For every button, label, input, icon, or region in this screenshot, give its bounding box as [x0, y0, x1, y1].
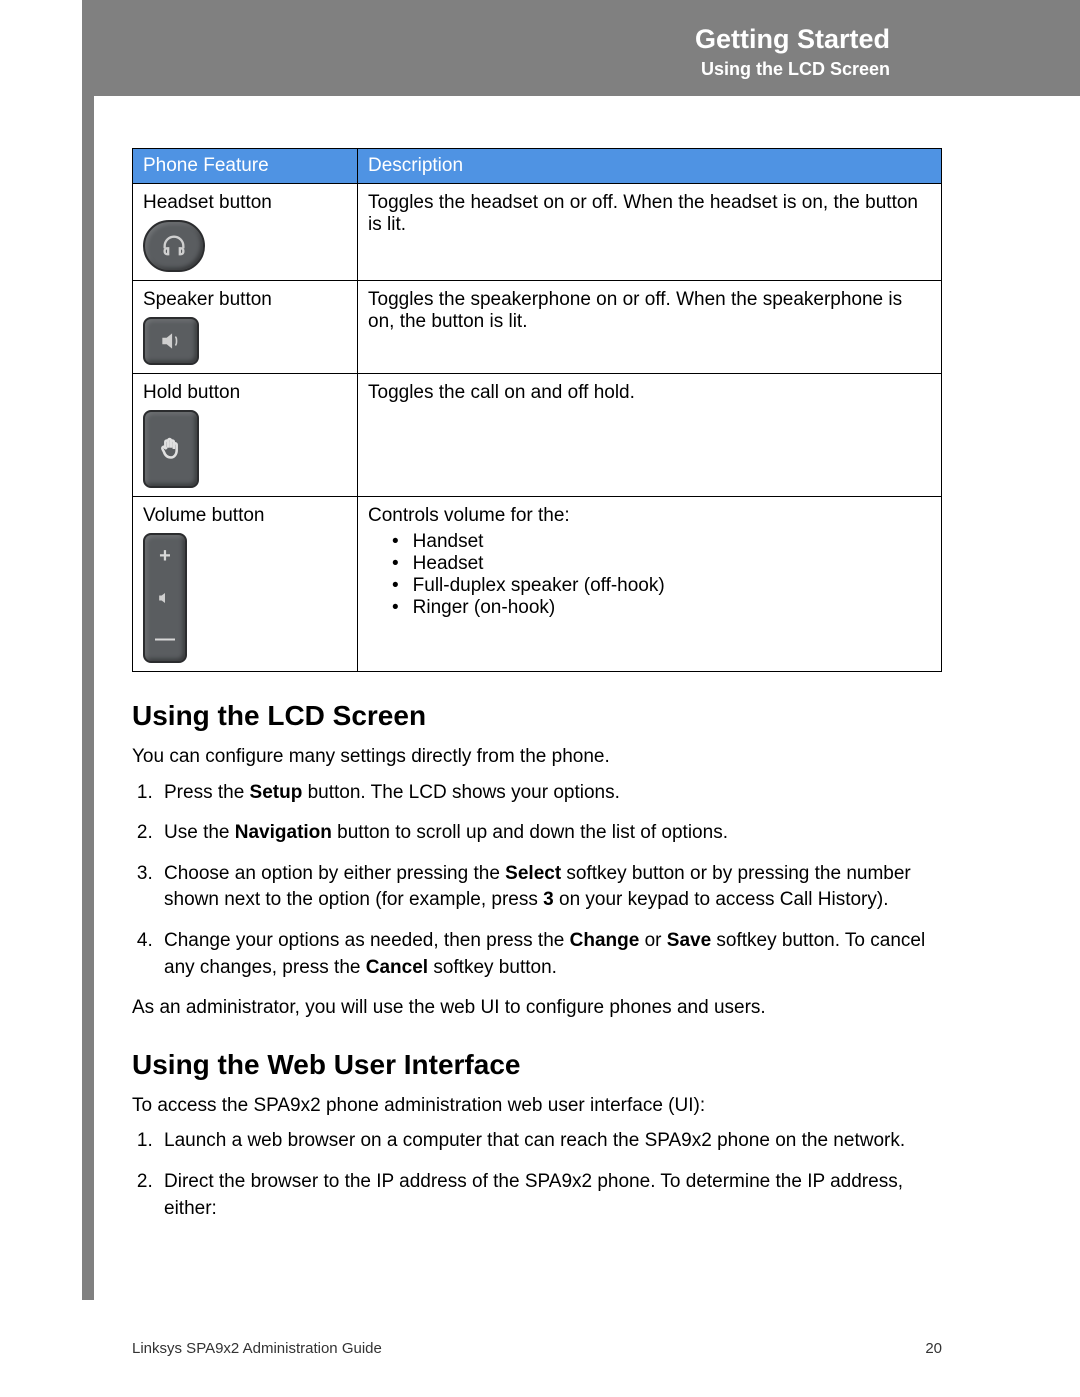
- chapter-title: Getting Started: [82, 24, 890, 55]
- footer-doc-title: Linksys SPA9x2 Administration Guide: [132, 1340, 382, 1357]
- body-text: You can configure many settings directly…: [132, 744, 942, 770]
- col-header-feature: Phone Feature: [133, 149, 358, 184]
- list-item: Ringer (on-hook): [392, 597, 931, 619]
- body-text: As an administrator, you will use the we…: [132, 995, 942, 1021]
- section-heading-web: Using the Web User Interface: [132, 1049, 942, 1081]
- feature-description: Toggles the call on and off hold.: [358, 374, 942, 497]
- feature-label: Hold button: [143, 382, 347, 404]
- table-row: Hold button Toggles the call on and off …: [133, 374, 942, 497]
- speaker-small-icon: [155, 588, 175, 608]
- feature-label: Volume button: [143, 505, 347, 527]
- headset-button-icon: [143, 220, 205, 272]
- section-subtitle: Using the LCD Screen: [82, 59, 890, 80]
- minus-icon: —: [155, 628, 175, 651]
- section-heading-lcd: Using the LCD Screen: [132, 700, 942, 732]
- table-row: Speaker button Toggles the speakerphone …: [133, 281, 942, 374]
- web-steps: Launch a web browser on a computer that …: [132, 1128, 942, 1222]
- step-item: Direct the browser to the IP address of …: [158, 1169, 942, 1222]
- feature-label: Headset button: [143, 192, 347, 214]
- feature-description: Controls volume for the: Handset Headset…: [358, 497, 942, 672]
- page-footer: Linksys SPA9x2 Administration Guide 20: [132, 1340, 942, 1357]
- list-item: Handset: [392, 531, 931, 553]
- feature-description: Toggles the speakerphone on or off. When…: [358, 281, 942, 374]
- sidebar-stripe: [82, 0, 94, 1300]
- feature-label: Speaker button: [143, 289, 347, 311]
- step-item: Launch a web browser on a computer that …: [158, 1128, 942, 1155]
- table-row: Headset button Toggles the headset on or…: [133, 184, 942, 281]
- page-content: Phone Feature Description Headset button…: [132, 148, 942, 1236]
- volume-button-icon: + —: [143, 533, 187, 663]
- hold-button-icon: [143, 410, 199, 488]
- body-text: To access the SPA9x2 phone administratio…: [132, 1093, 942, 1119]
- plus-icon: +: [159, 545, 171, 568]
- footer-page-number: 20: [925, 1340, 942, 1357]
- step-item: Use the Navigation button to scroll up a…: [158, 820, 942, 847]
- list-item: Full-duplex speaker (off-hook): [392, 575, 931, 597]
- page-header: Getting Started Using the LCD Screen: [82, 0, 1080, 96]
- feature-description: Toggles the headset on or off. When the …: [358, 184, 942, 281]
- step-item: Change your options as needed, then pres…: [158, 928, 942, 981]
- step-item: Press the Setup button. The LCD shows yo…: [158, 780, 942, 807]
- step-item: Choose an option by either pressing the …: [158, 861, 942, 914]
- speaker-button-icon: [143, 317, 199, 365]
- table-row: Volume button + — Controls volume for th…: [133, 497, 942, 672]
- col-header-description: Description: [358, 149, 942, 184]
- phone-feature-table: Phone Feature Description Headset button…: [132, 148, 942, 672]
- lcd-steps: Press the Setup button. The LCD shows yo…: [132, 780, 942, 982]
- list-item: Headset: [392, 553, 931, 575]
- volume-list: Handset Headset Full-duplex speaker (off…: [368, 531, 931, 619]
